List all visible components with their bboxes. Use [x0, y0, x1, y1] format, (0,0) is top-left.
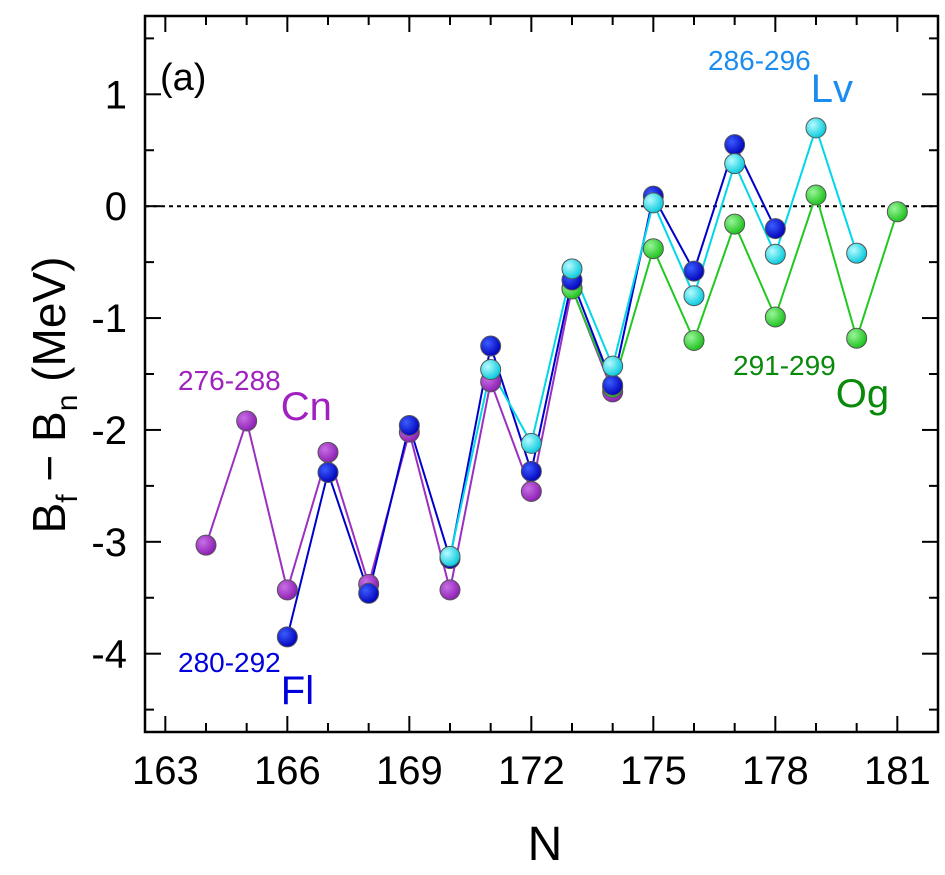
y-axis-title-unit: (MeV) — [23, 257, 75, 395]
y-axis-title-minus: − B — [23, 411, 75, 494]
data-point-fl — [724, 134, 746, 156]
y-tick-label: 0 — [105, 185, 127, 229]
y-tick-label: -3 — [91, 521, 127, 565]
series-label-fl-mass: 280-292 — [178, 647, 281, 678]
y-tick-label: -2 — [91, 409, 127, 453]
series-label-fl: 280-292Fl — [178, 647, 314, 713]
data-point-lv — [480, 359, 502, 381]
data-point-fl — [683, 260, 705, 282]
x-tick-label: 163 — [132, 749, 199, 793]
plot-area: 163 166 169 172 175 178 181 1 0 -1 -2 -3 -4 — [91, 14, 940, 793]
series-label-cn-name: Cn — [281, 385, 332, 429]
data-point-og — [886, 201, 908, 223]
data-point-fl — [480, 335, 502, 357]
series-label-cn: 276-288Cn — [178, 365, 332, 429]
data-point-fl — [764, 218, 786, 240]
y-axis-title-main: B — [23, 503, 75, 534]
series-label-fl-name: Fl — [281, 669, 314, 713]
data-point-fl — [276, 626, 298, 648]
data-point-cn — [195, 534, 217, 556]
x-tick-label: 175 — [620, 749, 687, 793]
y-tick-label: -4 — [91, 633, 127, 677]
y-axis-title: Bf − Bn (MeV) — [23, 257, 84, 534]
series-label-lv-name: Lv — [811, 67, 853, 111]
data-point-lv — [683, 285, 705, 307]
y-tick-label: 1 — [105, 73, 127, 117]
data-point-fl — [358, 582, 380, 604]
y-axis-title-sub1: f — [51, 494, 84, 503]
series-label-lv-mass: 286-296 — [708, 45, 811, 76]
data-point-lv — [724, 153, 746, 175]
x-axis-title: N — [528, 818, 563, 871]
data-point-cn — [439, 579, 461, 601]
data-point-og — [846, 327, 868, 349]
data-point-lv — [805, 117, 827, 139]
x-tick-label: 172 — [498, 749, 565, 793]
series-label-lv: 286-296Lv — [708, 45, 853, 111]
data-point-og — [805, 184, 827, 206]
data-point-lv — [764, 243, 786, 265]
data-point-og — [642, 238, 664, 260]
y-tick-label: -1 — [91, 297, 127, 341]
data-point-og — [724, 213, 746, 235]
data-point-lv — [561, 258, 583, 280]
data-point-fl — [602, 374, 624, 396]
data-point-fl — [317, 461, 339, 483]
x-tick-label: 166 — [254, 749, 321, 793]
data-point-lv — [602, 355, 624, 377]
x-tick-label: 178 — [742, 749, 809, 793]
series-line-fl — [286, 142, 777, 638]
data-point-lv — [439, 545, 461, 567]
data-point-fl — [398, 414, 420, 436]
data-point-cn — [520, 480, 542, 502]
panel-label: (a) — [160, 57, 206, 99]
data-point-og — [764, 306, 786, 328]
data-point-lv — [846, 242, 868, 264]
data-point-lv — [642, 192, 664, 214]
series-label-og: 291-299Og — [733, 350, 889, 416]
series-label-og-mass: 291-299 — [733, 350, 836, 381]
data-point-cn — [236, 410, 258, 432]
series-label-og-name: Og — [836, 372, 889, 416]
x-tick-label: 169 — [376, 749, 443, 793]
x-tick-label: 181 — [864, 749, 931, 793]
data-point-cn — [276, 579, 298, 601]
data-point-fl — [520, 460, 542, 482]
series-label-cn-mass: 276-288 — [178, 365, 281, 396]
data-point-cn — [317, 441, 339, 463]
y-axis-title-sub2: n — [51, 395, 84, 412]
data-point-og — [683, 329, 705, 351]
data-point-lv — [520, 432, 542, 454]
